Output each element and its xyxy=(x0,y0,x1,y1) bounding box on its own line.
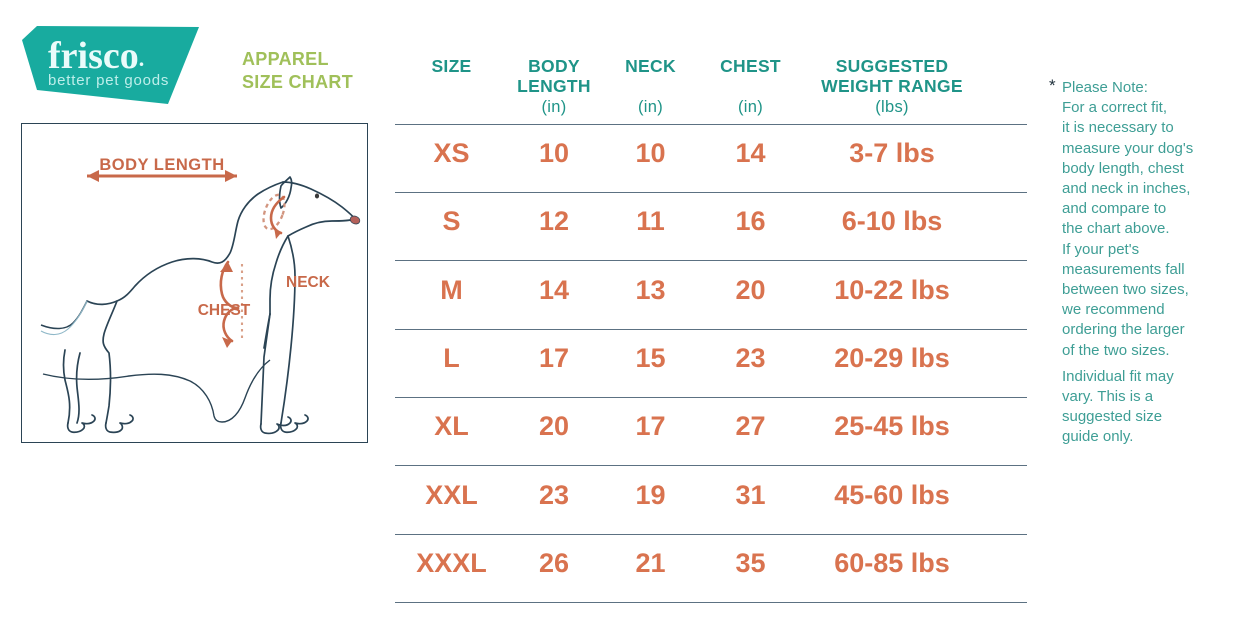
svg-text:NECK: NECK xyxy=(286,274,331,291)
svg-text:BODY LENGTH: BODY LENGTH xyxy=(99,156,224,174)
svg-text:CHEST: CHEST xyxy=(198,302,251,319)
